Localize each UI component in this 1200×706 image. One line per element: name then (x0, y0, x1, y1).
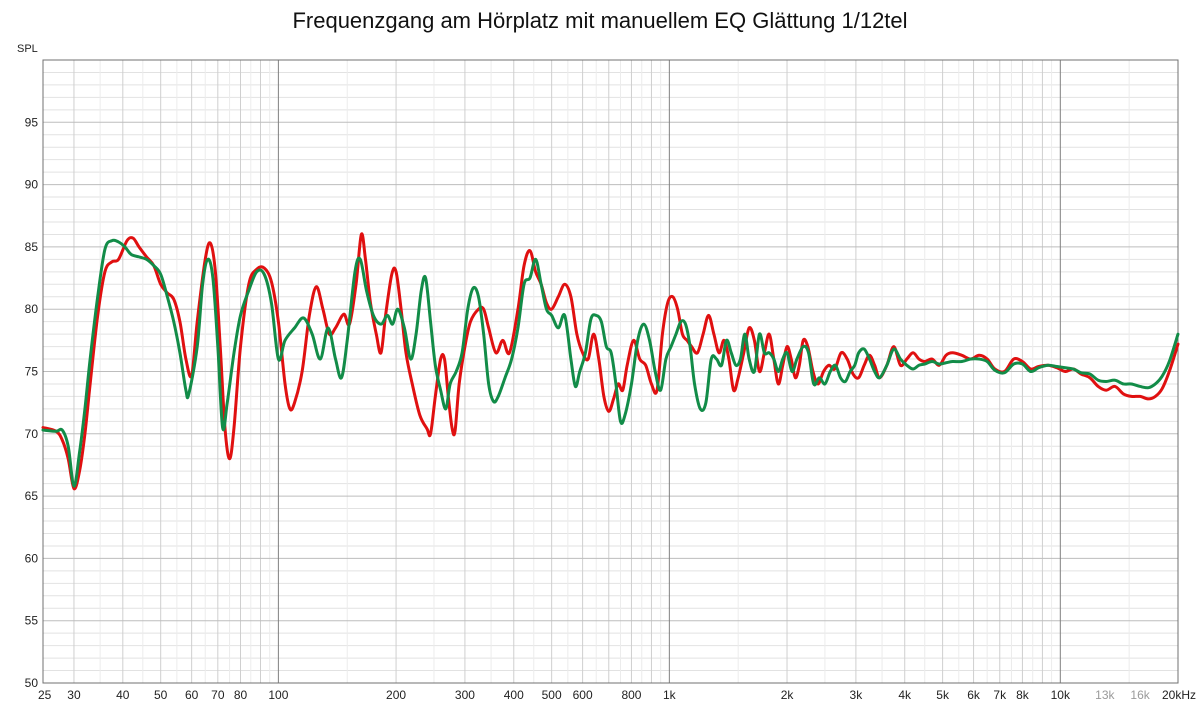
x-tick-label: 8k (1016, 688, 1030, 702)
x-tick-label: 300 (455, 688, 475, 702)
y-tick-label: 55 (25, 614, 39, 628)
x-tick-label: 40 (116, 688, 130, 702)
x-tick-label: 600 (573, 688, 593, 702)
x-tick-label: 60 (185, 688, 199, 702)
series-layer (41, 232, 1180, 491)
x-tick-label: 20kHz (1162, 688, 1196, 702)
x-tick-label: 4k (898, 688, 912, 702)
y-tick-label: 65 (25, 489, 39, 503)
x-tick-label: 80 (234, 688, 248, 702)
x-tick-label: 10k (1051, 688, 1071, 702)
x-tick-label: 16k (1130, 688, 1150, 702)
x-tick-label: 70 (211, 688, 225, 702)
series-line-green (41, 238, 1180, 488)
plot-frame (42, 59, 1179, 684)
chart-title: Frequenzgang am Hörplatz mit manuellem E… (292, 8, 908, 33)
y-axis-ticks: 50 55 60 65 70 75 80 85 90 95 (25, 115, 39, 690)
y-tick-label: 70 (25, 427, 39, 441)
y-tick-label: 80 (25, 302, 39, 316)
x-tick-label: 50 (154, 688, 168, 702)
y-tick-label: 50 (25, 676, 39, 690)
x-tick-label: 25 (38, 688, 52, 702)
x-tick-label: 7k (993, 688, 1007, 702)
y-tick-label: 85 (25, 240, 39, 254)
x-tick-label: 6k (967, 688, 981, 702)
x-tick-label: 30 (67, 688, 81, 702)
y-tick-label: 60 (25, 551, 39, 565)
x-tick-label: 3k (850, 688, 864, 702)
x-tick-label: 800 (621, 688, 641, 702)
y-axis-label: SPL (17, 43, 38, 55)
x-tick-label: 13k (1095, 688, 1115, 702)
series-line-red (41, 232, 1180, 491)
x-tick-label: 1k (663, 688, 677, 702)
x-tick-label: 5k (936, 688, 950, 702)
y-tick-label: 75 (25, 365, 39, 379)
x-tick-label: 200 (386, 688, 406, 702)
x-tick-label: 100 (268, 688, 288, 702)
x-tick-label: 500 (542, 688, 562, 702)
x-tick-label: 400 (504, 688, 524, 702)
y-tick-label: 95 (25, 115, 39, 129)
y-tick-label: 90 (25, 178, 39, 192)
x-tick-label: 2k (781, 688, 795, 702)
x-axis-ticks: 25 30 40 50 60 70 80 100 200 300 400 500 600 800 1k 2k 3… (38, 688, 1196, 702)
